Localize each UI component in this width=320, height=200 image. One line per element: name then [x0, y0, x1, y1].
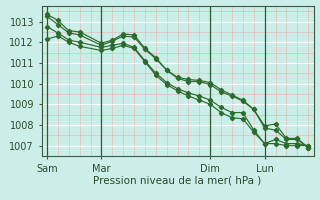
X-axis label: Pression niveau de la mer( hPa ): Pression niveau de la mer( hPa ) [93, 175, 262, 185]
